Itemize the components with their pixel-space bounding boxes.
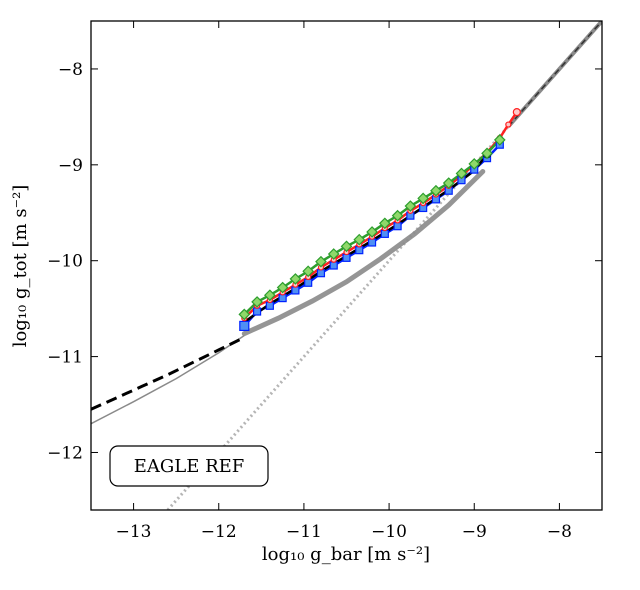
y-tick-label: −12 [47,443,83,463]
y-axis-title: log₁₀ g_tot [m s⁻²] [10,185,31,348]
green-diamond-marker [340,240,353,253]
x-tick-label: −11 [286,522,322,542]
green-diamond-marker [238,308,251,321]
green-diamond-marker [493,134,506,146]
y-tick-label: −10 [47,252,83,272]
green-diamond-marker [404,200,417,212]
blue-square-marker [329,261,338,270]
green-diamond-marker [366,226,378,238]
blue-square-marker [316,269,326,278]
y-tick-label: −8 [58,60,83,80]
annotation-frame [109,445,269,487]
blue-square-marker [342,253,351,262]
green-diamond-marker [276,281,289,294]
tick-labels: −13 −12 −11 −10 −9 −8 −12 −11 −10 −9 −8 [47,60,572,542]
blue-square-marker [355,246,364,255]
x-tick-label: −8 [547,522,572,542]
annotation-label: EAGLE REF [134,456,245,477]
green-diamond-marker [442,177,455,189]
green-diamond-marker [353,233,366,246]
x-tick-label: −9 [462,522,487,542]
blue-square-marker [304,278,313,287]
green-diamond-marker [391,209,404,222]
green-diamond-marker [251,296,263,308]
plot-frame [90,20,603,511]
x-tick-label: −12 [201,522,237,542]
gray-thick-curve [241,169,486,337]
tick-marks [91,21,602,510]
blue-square-marker [393,222,402,231]
green-diamond-marker [289,273,302,285]
y-tick-label: −9 [58,156,83,176]
blue-square-marker [278,294,287,303]
blue-square-marker [252,307,262,316]
green-diamond-marker [264,289,276,302]
x-tick-label: −10 [371,522,407,542]
marker-layer [238,107,521,332]
green-diamond-marker [468,158,481,170]
blue-square-marker [291,286,300,295]
plot-area [91,21,602,510]
x-axis-title: log₁₀ g_bar [m s⁻²] [262,544,430,565]
blue-square-marker [367,238,377,247]
blue-square-marker [380,229,389,238]
red-circle-marker [512,107,521,117]
green-diamond-marker [430,184,442,197]
green-diamond-marker [315,255,327,268]
green-diamond-marker [327,248,340,260]
blue-square-marker [265,301,274,310]
black-dashed-line [91,336,245,411]
annotation-box: EAGLE REF [109,445,269,487]
blue-square-marker [239,320,250,332]
green-diamond-marker [302,265,315,278]
green-diamond-marker [455,167,468,180]
identity-upper-dash [507,21,602,127]
y-tick-label: −11 [47,348,83,368]
gray-thin-line [91,334,245,425]
green-diamond-marker [417,192,429,205]
green-diamond-marker [378,217,391,230]
red-circle-marker [505,121,512,128]
green-diamond-marker [481,147,493,160]
x-tick-label: −13 [116,522,152,542]
